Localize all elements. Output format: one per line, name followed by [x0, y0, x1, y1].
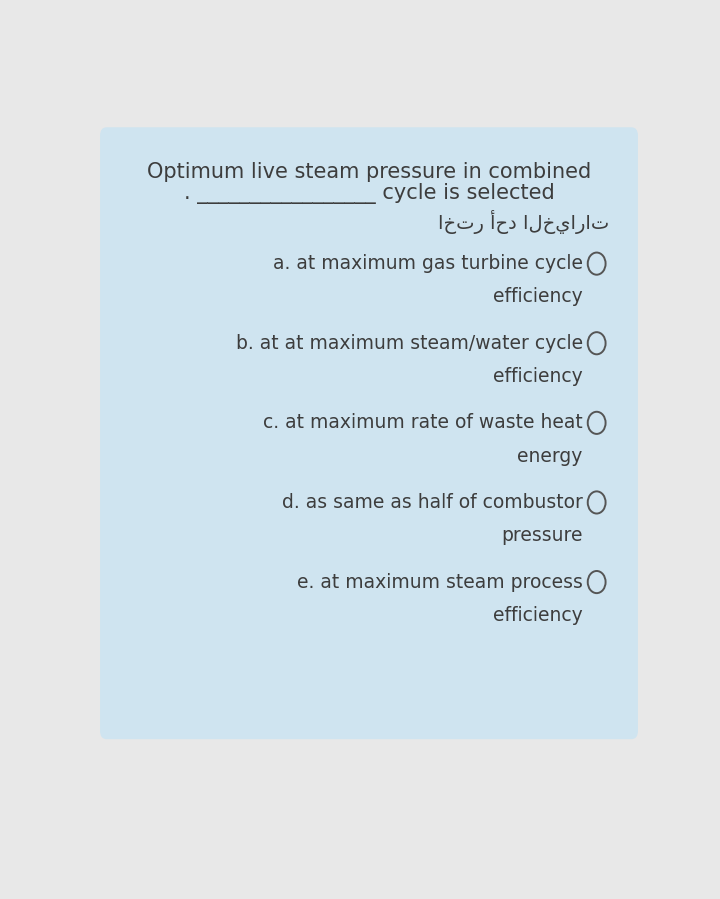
- Text: pressure: pressure: [501, 526, 582, 545]
- Text: . _________________ cycle is selected: . _________________ cycle is selected: [184, 182, 554, 203]
- Text: efficiency: efficiency: [493, 288, 582, 307]
- Text: e. at maximum steam process: e. at maximum steam process: [297, 573, 582, 592]
- FancyBboxPatch shape: [100, 128, 638, 739]
- Text: efficiency: efficiency: [493, 606, 582, 625]
- Text: a. at maximum gas turbine cycle: a. at maximum gas turbine cycle: [273, 254, 582, 273]
- Text: d. as same as half of combustor: d. as same as half of combustor: [282, 493, 582, 512]
- Text: Optimum live steam pressure in combined: Optimum live steam pressure in combined: [147, 162, 591, 182]
- Text: b. at at maximum steam/water cycle: b. at at maximum steam/water cycle: [235, 334, 582, 352]
- Text: efficiency: efficiency: [493, 367, 582, 386]
- Text: energy: energy: [518, 447, 582, 466]
- Text: c. at maximum rate of waste heat: c. at maximum rate of waste heat: [263, 414, 582, 432]
- Text: اختر أحد الخيارات: اختر أحد الخيارات: [438, 210, 609, 234]
